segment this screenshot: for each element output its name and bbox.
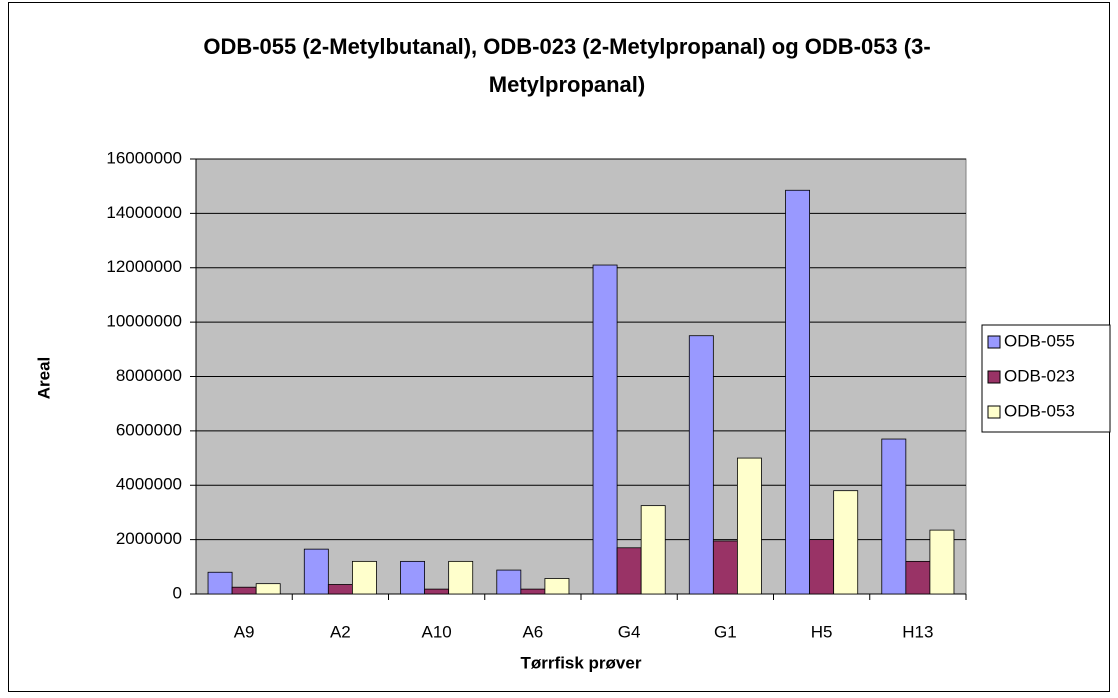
legend-label: ODB-023 [1004, 366, 1075, 385]
legend-swatch [987, 335, 1001, 349]
legend-label: ODB-053 [1004, 401, 1075, 420]
bar [255, 583, 281, 595]
bar [640, 505, 666, 595]
legend-swatch [987, 405, 1001, 419]
bar [352, 560, 377, 595]
bar [448, 560, 474, 595]
bar [400, 560, 425, 595]
y-tick-label: 14000000 [106, 203, 182, 222]
bar [496, 569, 522, 595]
x-tick-label: A2 [330, 622, 351, 641]
x-tick-label: A6 [522, 622, 543, 641]
y-axis-label: Areal [34, 357, 53, 400]
bar [809, 539, 835, 595]
bar [424, 588, 450, 595]
bar [207, 571, 233, 595]
bar [544, 578, 570, 595]
x-tick-label: A10 [422, 622, 452, 641]
y-tick-label: 6000000 [116, 420, 182, 439]
bar [520, 588, 546, 595]
bar [737, 457, 762, 595]
x-axis-label: Tørrfisk prøver [521, 653, 642, 672]
x-tick-label: G4 [618, 622, 641, 641]
y-tick-label: 12000000 [106, 257, 182, 276]
bar [616, 547, 642, 595]
legend-swatch [987, 370, 1001, 384]
x-tick-label: H5 [811, 622, 833, 641]
bar [881, 438, 907, 595]
bar [303, 548, 329, 595]
bar [327, 584, 353, 595]
y-tick-label: 16000000 [106, 148, 182, 167]
y-tick-label: 2000000 [116, 529, 182, 548]
x-tick-label: A9 [234, 622, 255, 641]
bar [905, 560, 931, 595]
legend-label: ODB-055 [1004, 331, 1075, 350]
bar [592, 264, 618, 595]
chart-title: ODB-055 (2-Metylbutanal), ODB-023 (2-Met… [203, 34, 931, 97]
bar [231, 586, 257, 595]
legend-box [981, 324, 1111, 433]
x-tick-label: G1 [714, 622, 737, 641]
bar [929, 529, 955, 595]
bar [712, 540, 738, 595]
y-tick-label: 0 [173, 583, 182, 602]
y-tick-label: 4000000 [116, 475, 182, 494]
bar [688, 335, 714, 595]
y-tick-label: 8000000 [116, 366, 182, 385]
x-tick-label: H13 [902, 622, 933, 641]
y-tick-label: 10000000 [106, 312, 182, 331]
bar [833, 490, 859, 595]
bar [785, 189, 810, 595]
